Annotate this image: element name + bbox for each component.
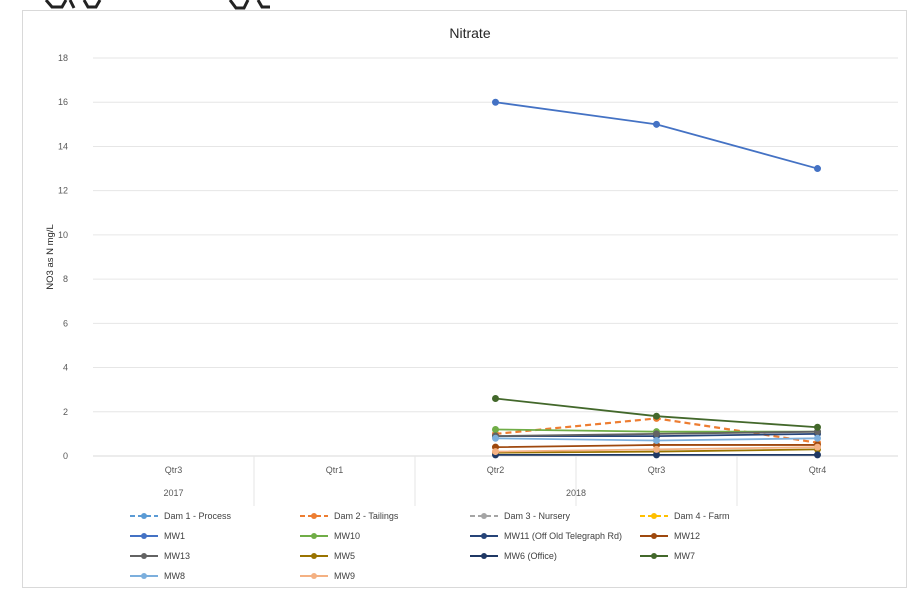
data-point	[653, 412, 660, 420]
legend: Dam 1 - Process Dam 2 - Tailings Dam 3 - N…	[130, 511, 730, 581]
data-point	[653, 445, 660, 453]
data-point	[492, 98, 499, 106]
legend-label: MW10	[334, 531, 360, 541]
y-tick-label: 12	[58, 186, 68, 196]
chart-frame: Nitrate NO3 as N mg/L 0 2 4 6 8 10 12 14 16 18 Qt…	[22, 10, 907, 588]
nitrate-chart: Nitrate NO3 as N mg/L 0 2 4 6 8 10 12 14 16 18 Qt…	[45, 25, 898, 581]
legend-label: MW12	[674, 531, 700, 541]
legend-label: MW9	[334, 571, 355, 581]
x-axis: Qtr3 Qtr1 Qtr2 Qtr3 Qtr4 2017 2018	[93, 455, 898, 506]
legend-item: MW1	[130, 531, 185, 541]
legend-label: MW11 (Off Old Telegraph Rd)	[504, 531, 622, 541]
legend-marker	[141, 533, 147, 539]
legend-marker	[481, 553, 487, 559]
data-point	[653, 120, 660, 128]
legend-item: MW8	[130, 571, 185, 581]
legend-marker	[141, 513, 147, 519]
cropped-heading-strokes	[44, 0, 270, 10]
y-tick-label: 16	[58, 97, 68, 107]
legend-item: Dam 2 - Tailings	[300, 511, 399, 521]
cropped-heading-fragment	[0, 0, 909, 10]
legend-marker	[141, 573, 147, 579]
legend-label: MW5	[334, 551, 355, 561]
series-layer	[492, 98, 821, 459]
legend-label: Dam 1 - Process	[164, 511, 232, 521]
data-point	[814, 423, 821, 431]
y-tick-label: 18	[58, 53, 68, 63]
legend-marker	[311, 533, 317, 539]
legend-item: MW6 (Office)	[470, 551, 557, 561]
legend-label: Dam 3 - Nursery	[504, 511, 571, 521]
legend-marker	[651, 553, 657, 559]
data-point	[492, 448, 499, 456]
x-tick-label: Qtr4	[809, 465, 827, 475]
x-group-label: 2018	[566, 488, 586, 498]
data-point	[814, 165, 821, 173]
legend-label: MW13	[164, 551, 190, 561]
y-axis-ticks: 0 2 4 6 8 10 12 14 16 18	[58, 53, 68, 461]
y-tick-label: 14	[58, 141, 68, 151]
x-group-label: 2017	[163, 488, 183, 498]
legend-item: MW12	[640, 531, 700, 541]
data-point	[814, 451, 821, 459]
x-tick-label: Qtr3	[648, 465, 666, 475]
x-tick-label: Qtr2	[487, 465, 505, 475]
data-point	[492, 425, 499, 433]
legend-marker	[481, 533, 487, 539]
legend-label: MW7	[674, 551, 695, 561]
y-tick-label: 2	[63, 407, 68, 417]
legend-item: Dam 1 - Process	[130, 511, 232, 521]
series-line	[495, 101, 818, 170]
legend-marker	[311, 513, 317, 519]
legend-marker	[651, 533, 657, 539]
legend-label: MW8	[164, 571, 185, 581]
legend-label: MW1	[164, 531, 185, 541]
legend-item: MW5	[300, 551, 355, 561]
y-axis-label: NO3 as N mg/L	[45, 224, 56, 289]
y-tick-label: 4	[63, 363, 68, 373]
legend-item: MW13	[130, 551, 190, 561]
series-13	[492, 443, 821, 456]
legend-label: Dam 4 - Farm	[674, 511, 730, 521]
legend-marker	[651, 513, 657, 519]
data-point	[814, 443, 821, 451]
data-point	[653, 437, 660, 445]
legend-marker	[311, 553, 317, 559]
legend-item: Dam 3 - Nursery	[470, 511, 571, 521]
legend-marker	[311, 573, 317, 579]
legend-item: MW10	[300, 531, 360, 541]
legend-item: MW7	[640, 551, 695, 561]
y-tick-label: 10	[58, 230, 68, 240]
data-point	[814, 434, 821, 442]
series-11	[492, 395, 821, 431]
data-point	[492, 395, 499, 403]
y-tick-label: 6	[63, 318, 68, 328]
data-point	[653, 430, 660, 438]
legend-label: MW6 (Office)	[504, 551, 557, 561]
x-tick-label: Qtr3	[165, 465, 183, 475]
data-point	[492, 434, 499, 442]
legend-item: Dam 4 - Farm	[640, 511, 730, 521]
y-tick-label: 8	[63, 274, 68, 284]
legend-marker	[141, 553, 147, 559]
legend-marker	[481, 513, 487, 519]
chart-title: Nitrate	[449, 25, 490, 41]
legend-label: Dam 2 - Tailings	[334, 511, 399, 521]
legend-item: MW11 (Off Old Telegraph Rd)	[470, 531, 622, 541]
x-tick-label: Qtr1	[326, 465, 344, 475]
y-tick-label: 0	[63, 451, 68, 461]
legend-item: MW9	[300, 571, 355, 581]
series-12	[492, 434, 821, 445]
series-4	[492, 98, 821, 173]
